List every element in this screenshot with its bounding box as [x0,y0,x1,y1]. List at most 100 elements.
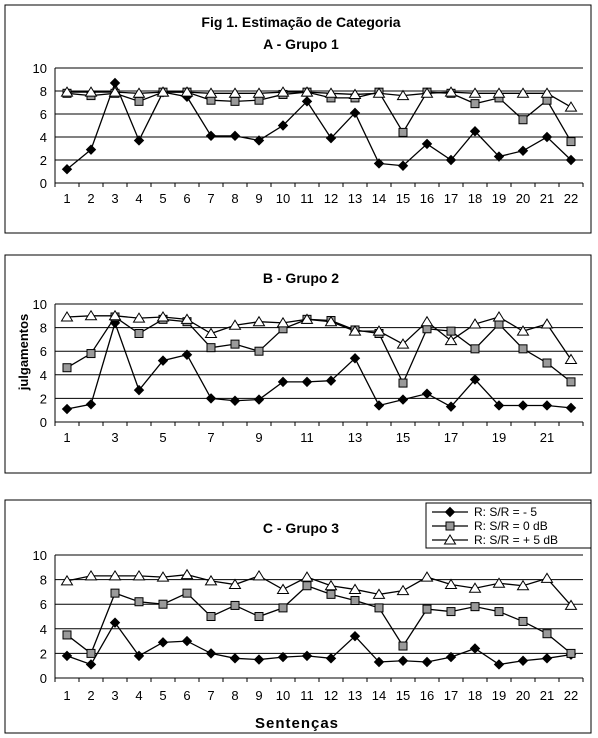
panel-a-y-tick-label: 2 [40,153,47,168]
panel-b-point-triangle [228,319,242,330]
panel-c-y-tick-label: 2 [40,646,47,661]
panel-a-y-tick-label: 8 [40,84,47,99]
panel-a-x-tick-label: 1 [63,191,70,206]
panel-a-point-square [566,137,576,147]
panel-c-point-diamond [253,654,265,665]
panel-b-y-tick-label: 2 [40,391,47,406]
panel-a-point-diamond [541,131,553,143]
panel-a-y-tick-label: 10 [33,61,47,76]
panel-c-point-triangle [492,577,506,588]
panel-c-point-triangle [540,572,554,583]
panel-c-point-square [86,648,96,658]
panel-c-point-square [374,603,384,613]
panel-b-point-diamond [469,374,481,385]
panel-b-x-tick-label: 17 [444,430,458,445]
panel-b-point-diamond [157,355,169,366]
panel-a-point-square [230,96,240,106]
panel-a-point-square [134,96,144,106]
panel-b-point-diamond [205,393,217,404]
panel-c-x-tick-label: 16 [420,688,434,703]
panel-b-point-triangle [324,315,338,327]
panel-a: Fig 1. Estimação de Categoria A - Grupo … [4,4,592,234]
panel-a-x-tick-label: 9 [255,191,262,206]
panel-b-point-diamond [325,375,337,386]
panel-a-point-triangle [228,87,242,98]
panel-c-point-triangle [300,571,314,582]
panel-a-point-triangle [396,89,410,101]
panel-b-point-triangle [540,318,554,329]
panel-a-point-diamond [397,160,409,171]
panel-c-point-triangle [156,571,170,582]
legend-marker-square [445,521,455,531]
panel-a-x-tick-label: 18 [468,191,482,206]
panel-c-y-tick-label: 4 [40,622,47,637]
panel-a-y-tick-label: 6 [40,107,47,122]
panel-a-x-tick-label: 6 [183,191,190,206]
legend-marker-triangle [443,534,457,545]
panel-c-point-diamond [61,650,73,662]
panel-c-point-diamond [445,651,457,663]
panel-b-title: B - Grupo 2 [263,270,339,286]
panel-a-point-triangle [252,87,266,98]
legend-label-square: R: S/R = 0 dB [474,519,548,533]
legend-label-triangle: R: S/R = + 5 dB [474,533,558,547]
panel-b-x-tick-label: 3 [111,430,118,445]
panel-c-point-diamond [421,656,433,668]
panel-b-point-diamond [493,400,505,411]
panel-c-point-diamond [229,653,241,664]
panel-b-x-tick-label: 19 [492,430,506,445]
panel-b-series-triangle-line [66,315,572,360]
panel-b-point-square [62,363,72,373]
panel-c-point-diamond [517,655,529,666]
panel-a-point-triangle [84,86,98,97]
panel-c-point-diamond [85,659,97,670]
panel-c-title: C - Grupo 3 [263,520,339,536]
panel-b-point-diamond [133,384,145,396]
panel-c-point-diamond [301,650,313,662]
panel-c-point-square [398,641,408,651]
panel-a-x-tick-label: 17 [444,191,458,206]
panel-c-point-triangle [324,579,338,591]
panel-a-point-triangle [492,87,506,98]
panel-b-y-tick-label: 6 [40,344,47,359]
panel-c-point-square [566,648,576,658]
panel-c-point-triangle [516,579,530,591]
panel-a-point-square [398,127,408,137]
panel-a-x-tick-label: 5 [159,191,166,206]
panel-a-point-diamond [325,132,337,144]
panel-b-x-tick-label: 15 [396,430,410,445]
panel-a-point-triangle [348,88,362,99]
panel-c-y-tick-label: 8 [40,573,47,588]
legend: R: S/R = - 5 R: S/R = 0 dB R: S/R = + 5 … [425,502,592,549]
panel-b-point-diamond [85,399,97,410]
panel-c-point-square [278,603,288,613]
panel-b-point-diamond [229,395,241,406]
panel-c-x-tick-label: 8 [231,688,238,703]
panel-a-y-tick-label: 4 [40,130,47,145]
panel-c-point-square [134,597,144,607]
legend-marker-diamond [444,506,456,518]
panel-a-point-triangle [516,87,530,98]
panel-b-x-tick-label: 9 [255,430,262,445]
panel-b-y-tick-label: 0 [40,415,47,430]
panel-a-point-diamond [517,145,529,157]
panel-b-series-diamond-line [66,320,572,410]
panel-a-point-triangle [468,87,482,98]
panel-c-x-tick-label: 2 [87,688,94,703]
panel-c-point-square [422,604,432,614]
panel-c-x-tick-label: 21 [540,688,554,703]
panel-c-point-triangle [180,568,194,580]
panel-b-point-triangle [468,318,482,329]
panel-c-point-triangle [204,574,218,586]
panel-a-point-triangle [180,86,194,97]
panel-a-x-tick-label: 15 [396,191,410,206]
panel-a-point-triangle [108,86,122,97]
panel-c-x-tick-label: 22 [564,688,578,703]
panel-c-x-tick-label: 12 [324,688,338,703]
panel-a-x-tick-label: 8 [231,191,238,206]
panel-a-x-tick-label: 3 [111,191,118,206]
